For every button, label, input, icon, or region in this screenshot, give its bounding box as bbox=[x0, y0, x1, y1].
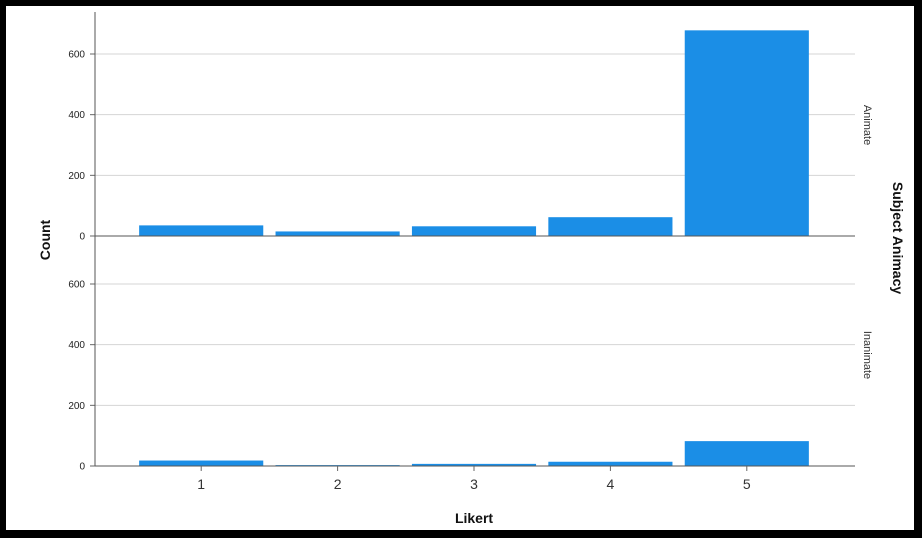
panel-label-animate: Animate bbox=[861, 105, 873, 145]
x-axis-title: Likert bbox=[455, 510, 493, 526]
bar-animate-5 bbox=[684, 30, 809, 237]
y-tick-label: 0 bbox=[79, 232, 85, 243]
x-tick-label: 3 bbox=[470, 476, 478, 492]
y-tick-label: 400 bbox=[68, 110, 85, 121]
facet-title: Subject Animacy bbox=[890, 182, 906, 295]
x-tick-label: 1 bbox=[197, 476, 205, 492]
label-layer: 0 200 400 600 Animate 0 200 400 600 Inanimate 1 2 3 4… bbox=[68, 50, 873, 493]
bar-layer bbox=[139, 30, 809, 467]
y-tick-label: 0 bbox=[79, 462, 85, 473]
y-tick-label: 200 bbox=[68, 401, 85, 412]
bar-inanimate-4 bbox=[548, 461, 673, 466]
bar-animate-3 bbox=[411, 226, 537, 236]
axis-layer bbox=[90, 12, 855, 471]
x-tick-label: 2 bbox=[334, 476, 342, 492]
y-axis-title: Count bbox=[37, 219, 53, 260]
y-tick-label: 200 bbox=[68, 171, 85, 182]
grid-layer bbox=[95, 53, 855, 406]
y-tick-label: 600 bbox=[68, 280, 85, 291]
y-tick-label: 600 bbox=[68, 50, 85, 61]
bar-inanimate-1 bbox=[139, 460, 264, 466]
bar-inanimate-5 bbox=[684, 441, 809, 466]
bar-animate-2 bbox=[275, 231, 400, 236]
bar-animate-1 bbox=[139, 225, 264, 236]
bar-inanimate-3 bbox=[411, 463, 537, 466]
y-tick-label: 400 bbox=[68, 340, 85, 351]
panel-label-inanimate: Inanimate bbox=[861, 331, 873, 379]
x-tick-label: 4 bbox=[607, 476, 615, 492]
x-tick-label: 5 bbox=[743, 476, 751, 492]
bar-animate-4 bbox=[548, 217, 673, 236]
